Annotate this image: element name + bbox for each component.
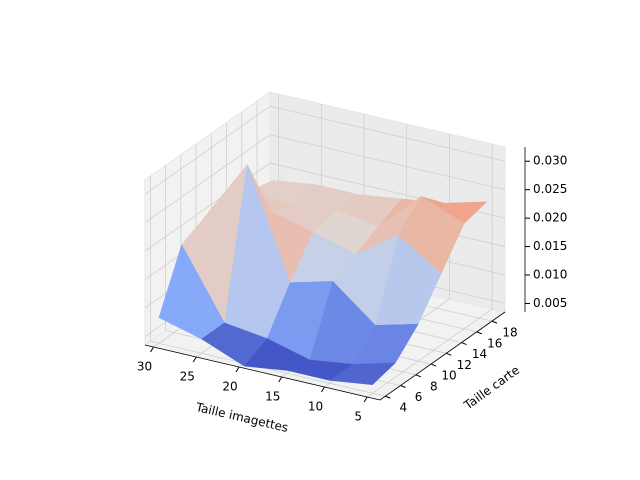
x-tick-label: 10 — [308, 400, 323, 414]
y-tick-label: 18 — [502, 326, 517, 340]
y-tick — [446, 352, 452, 356]
surface — [158, 163, 488, 385]
x-tick-label: 15 — [265, 390, 280, 404]
x-tick — [278, 376, 283, 383]
x-tick-label: 30 — [137, 360, 152, 374]
x-tick — [192, 356, 197, 363]
grid-line — [269, 105, 506, 162]
axis-line — [379, 311, 506, 401]
x-tick — [235, 366, 240, 373]
y-tick — [415, 374, 422, 378]
y-tick-label: 14 — [472, 347, 487, 361]
y-tick — [400, 385, 406, 388]
grid-line — [144, 134, 271, 223]
x-tick — [321, 386, 325, 393]
grid-line — [144, 105, 271, 195]
y-tick-label: 8 — [430, 379, 438, 393]
y-tick-label: 4 — [400, 401, 408, 415]
grid-line — [150, 340, 386, 397]
z-tick-label: 0.015 — [533, 239, 567, 253]
grid-line — [269, 134, 506, 191]
z-tick-label: 0.010 — [533, 268, 567, 282]
z-tick-label: 0.030 — [533, 154, 567, 168]
z-tick-label: 0.025 — [533, 182, 567, 196]
z-tick-label: 0.020 — [533, 211, 567, 225]
y-tick-label: 6 — [415, 390, 423, 404]
z-tick-label: 0.005 — [533, 296, 567, 310]
x-tick-label: 20 — [222, 380, 237, 394]
y-tick-label: 12 — [457, 358, 472, 372]
x-tick — [150, 346, 154, 353]
surface-face — [329, 362, 397, 385]
y-tick — [476, 331, 482, 335]
x-tick-label: 25 — [180, 370, 195, 384]
x-tick-label: 5 — [354, 410, 362, 424]
y-tick — [385, 395, 391, 399]
x-axis-label: Taille imagettes — [194, 400, 290, 435]
y-tick — [491, 320, 498, 324]
y-tick — [430, 363, 437, 367]
y-tick-label: 10 — [441, 369, 456, 383]
y-tick-label: 16 — [487, 336, 502, 350]
axis-line — [144, 344, 381, 401]
x-tick — [363, 396, 368, 403]
y-tick — [461, 342, 467, 346]
